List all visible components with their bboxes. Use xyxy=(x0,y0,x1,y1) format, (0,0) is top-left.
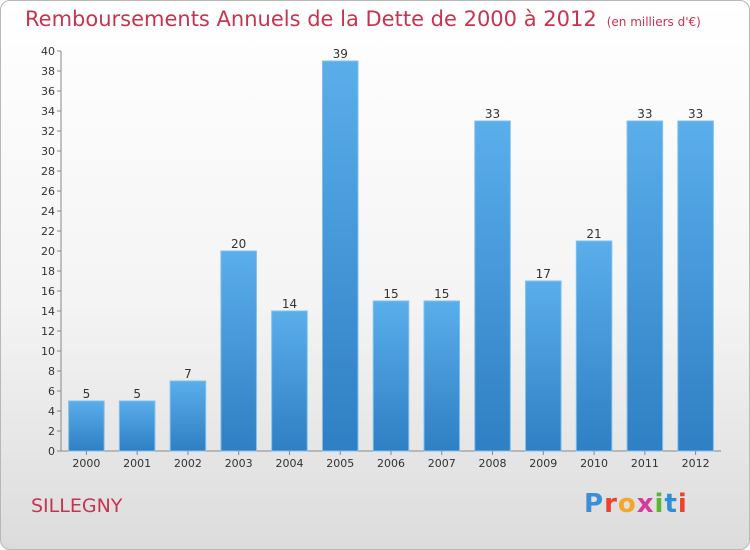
y-tick-label: 22 xyxy=(41,225,55,238)
y-tick-label: 0 xyxy=(48,445,55,458)
y-tick-label: 36 xyxy=(41,85,55,98)
data-label: 33 xyxy=(637,107,652,121)
x-tick-label: 2006 xyxy=(377,457,405,470)
bar-2007 xyxy=(423,300,461,452)
proxiti-logo-letter: o xyxy=(617,489,637,519)
bar-2001 xyxy=(118,400,156,452)
x-tick-label: 2008 xyxy=(479,457,507,470)
x-tick-label: 2004 xyxy=(275,457,303,470)
y-tick-label: 2 xyxy=(48,425,55,438)
y-tick-label: 30 xyxy=(41,145,55,158)
y-tick-label: 28 xyxy=(41,165,55,178)
proxiti-logo-letter: i xyxy=(654,489,665,519)
y-tick-label: 32 xyxy=(41,125,55,138)
x-tick-label: 2005 xyxy=(326,457,354,470)
y-tick-label: 34 xyxy=(41,105,55,118)
x-tick-label: 2000 xyxy=(72,457,100,470)
data-label: 20 xyxy=(231,237,246,251)
proxiti-logo: Proxiti xyxy=(584,489,688,519)
data-label: 15 xyxy=(434,287,449,301)
data-label: 39 xyxy=(333,47,348,61)
data-label: 5 xyxy=(133,387,141,401)
chart-title: Remboursements Annuels de la Dette de 20… xyxy=(25,7,597,31)
x-tick-label: 2002 xyxy=(174,457,202,470)
proxiti-logo-letter: i xyxy=(677,489,688,519)
bar-2010 xyxy=(575,240,613,452)
y-tick-label: 14 xyxy=(41,305,55,318)
x-tick-label: 2009 xyxy=(529,457,557,470)
bar-2004 xyxy=(271,310,308,452)
bar-2011 xyxy=(626,120,664,452)
y-tick-label: 16 xyxy=(41,285,55,298)
x-tick-label: 2012 xyxy=(682,457,710,470)
bar-2012 xyxy=(677,120,714,452)
chart-title-block: Remboursements Annuels de la Dette de 20… xyxy=(25,7,701,31)
data-label: 15 xyxy=(383,287,398,301)
data-label: 33 xyxy=(485,107,500,121)
y-tick-label: 20 xyxy=(41,245,55,258)
data-label: 5 xyxy=(83,387,91,401)
proxiti-logo-letter: x xyxy=(636,489,655,519)
bar-2003 xyxy=(220,250,257,452)
proxiti-logo-letter: t xyxy=(664,489,678,519)
y-tick-label: 8 xyxy=(48,365,55,378)
data-label: 7 xyxy=(184,367,192,381)
commune-name: SILLEGNY xyxy=(31,495,123,517)
x-tick-label: 2003 xyxy=(225,457,253,470)
data-label: 21 xyxy=(586,227,601,241)
x-tick-label: 2001 xyxy=(123,457,151,470)
x-tick-label: 2007 xyxy=(428,457,456,470)
bar-2000 xyxy=(68,400,105,452)
bar-2005 xyxy=(321,60,359,452)
y-tick-label: 4 xyxy=(48,405,55,418)
y-tick-label: 38 xyxy=(41,65,55,78)
y-tick-label: 26 xyxy=(41,185,55,198)
x-tick-label: 2010 xyxy=(580,457,608,470)
proxiti-logo-letter: r xyxy=(604,489,618,519)
x-tick-label: 2011 xyxy=(631,457,659,470)
y-tick-label: 24 xyxy=(41,205,55,218)
bar-2008 xyxy=(474,120,511,452)
data-label: 14 xyxy=(282,297,297,311)
data-label: 33 xyxy=(688,107,703,121)
bar-2002 xyxy=(169,380,207,452)
data-label: 17 xyxy=(536,267,551,281)
y-tick-label: 6 xyxy=(48,385,55,398)
bar-2006 xyxy=(372,300,410,452)
y-tick-label: 18 xyxy=(41,265,55,278)
proxiti-logo-letter: P xyxy=(584,489,605,519)
chart-unit-note: (en milliers d'€) xyxy=(606,15,701,29)
bar-2009 xyxy=(525,280,562,452)
y-tick-label: 12 xyxy=(41,325,55,338)
y-tick-label: 10 xyxy=(41,345,55,358)
y-tick-label: 40 xyxy=(41,45,55,58)
